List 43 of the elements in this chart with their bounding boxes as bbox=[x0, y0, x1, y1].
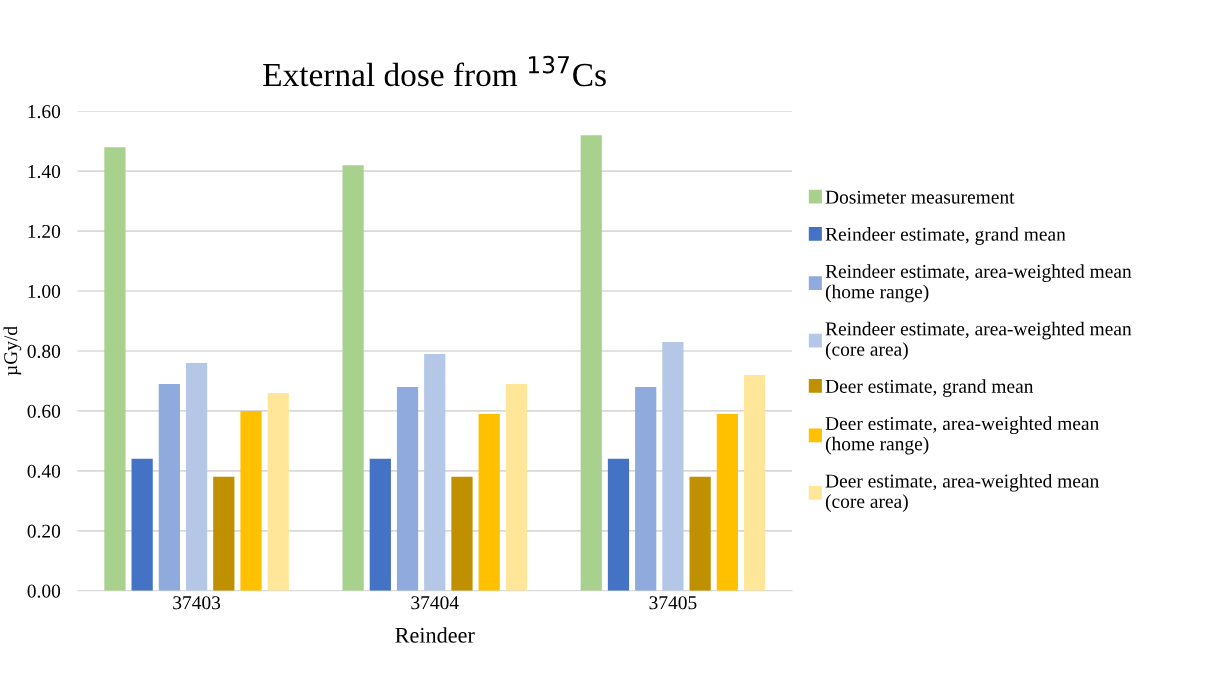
bar bbox=[580, 135, 602, 591]
x-tick-label: 37403 bbox=[173, 596, 221, 610]
y-tick-label: 0.00 bbox=[27, 584, 61, 598]
legend-label: Reindeer estimate, grand mean bbox=[825, 227, 1066, 245]
legend-label: Deer estimate, grand mean bbox=[825, 379, 1034, 397]
x-axis-title: Reindeer bbox=[395, 627, 475, 643]
bar bbox=[635, 386, 657, 591]
x-tick-label: 37405 bbox=[649, 596, 697, 610]
legend-label: Reindeer estimate, area-weighted mean (home range) bbox=[825, 264, 1132, 303]
bar bbox=[131, 458, 153, 591]
bar bbox=[505, 383, 528, 591]
y-tick-label: 0.80 bbox=[27, 344, 61, 358]
y-axis-title: µGy/d bbox=[3, 326, 22, 376]
y-tick-label: 0.40 bbox=[27, 464, 61, 478]
bar bbox=[451, 476, 473, 591]
bar bbox=[689, 476, 711, 591]
bar bbox=[213, 476, 235, 591]
bar bbox=[104, 147, 126, 591]
y-tick-label: 0.20 bbox=[27, 524, 61, 538]
bar bbox=[424, 353, 446, 591]
bar bbox=[240, 410, 262, 591]
bar bbox=[158, 383, 180, 591]
legend-label: Dosimeter measurement bbox=[825, 190, 1015, 204]
bar bbox=[369, 458, 391, 591]
bar bbox=[743, 374, 766, 591]
bar bbox=[185, 362, 208, 591]
bar bbox=[662, 341, 684, 591]
y-tick-label: 1.20 bbox=[28, 224, 61, 239]
y-tick-label: 1.40 bbox=[28, 164, 61, 179]
bar bbox=[716, 413, 738, 591]
chart-title: External dose from $^{137}$Cs bbox=[263, 55, 606, 87]
bar bbox=[342, 165, 364, 591]
bar bbox=[396, 386, 419, 591]
x-tick-label: 37404 bbox=[411, 596, 459, 610]
legend-label: Deer estimate, area-weighted mean (home range) bbox=[825, 416, 1099, 455]
bar bbox=[478, 413, 500, 591]
legend-label: Deer estimate, area-weighted mean (core area) bbox=[825, 473, 1099, 512]
y-tick-label: 1.60 bbox=[28, 105, 61, 119]
bar bbox=[267, 392, 289, 591]
bar bbox=[607, 458, 630, 591]
y-tick-label: 1.00 bbox=[28, 284, 61, 299]
legend-label: Reindeer estimate, area-weighted mean (core area) bbox=[825, 321, 1132, 360]
y-tick-label: 0.60 bbox=[27, 404, 61, 418]
